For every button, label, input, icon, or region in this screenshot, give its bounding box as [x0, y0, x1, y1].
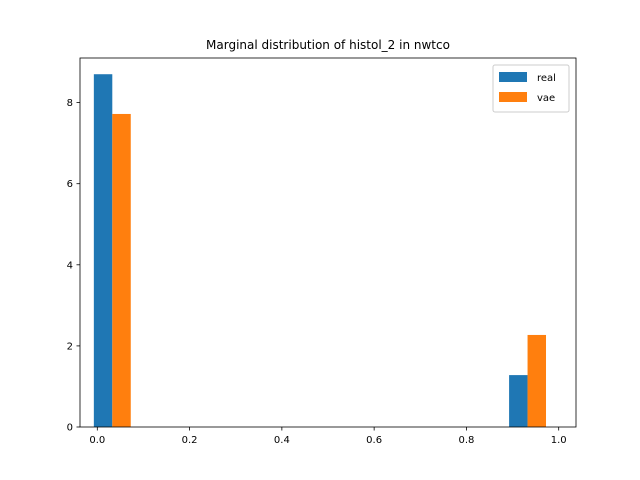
- bar-real-0: [93, 74, 113, 427]
- bar-vae-0: [112, 113, 131, 427]
- legend-swatch-vae: [499, 92, 527, 102]
- y-tick-label-2: 4: [67, 260, 73, 271]
- legend-label-real: real: [537, 73, 556, 84]
- x-tick-label-5: 1.0: [551, 435, 567, 446]
- bar-real-1: [509, 375, 528, 427]
- x-tick-label-0: 0.0: [89, 435, 105, 446]
- plot-area: 0.0 0.2 0.4 0.6 0.8 1.0 0 2 4 6 8: [67, 57, 577, 446]
- y-tick-label-3: 6: [67, 179, 73, 190]
- y-tick-label-0: 0: [67, 423, 73, 434]
- bar-vae-1: [527, 334, 547, 427]
- axes-frame: [79, 57, 577, 428]
- x-tick-label-1: 0.2: [182, 435, 198, 446]
- y-tick-label-1: 2: [67, 341, 73, 352]
- legend-swatch-real: [499, 72, 527, 82]
- x-tick-label-2: 0.4: [274, 435, 290, 446]
- legend-label-vae: vae: [537, 93, 555, 104]
- legend: real vae: [492, 64, 570, 113]
- chart-title: Marginal distribution of histol_2 in nwt…: [206, 38, 450, 52]
- x-tick-label-3: 0.6: [366, 435, 382, 446]
- y-tick-label-4: 8: [67, 98, 73, 109]
- x-tick-label-4: 0.8: [458, 435, 474, 446]
